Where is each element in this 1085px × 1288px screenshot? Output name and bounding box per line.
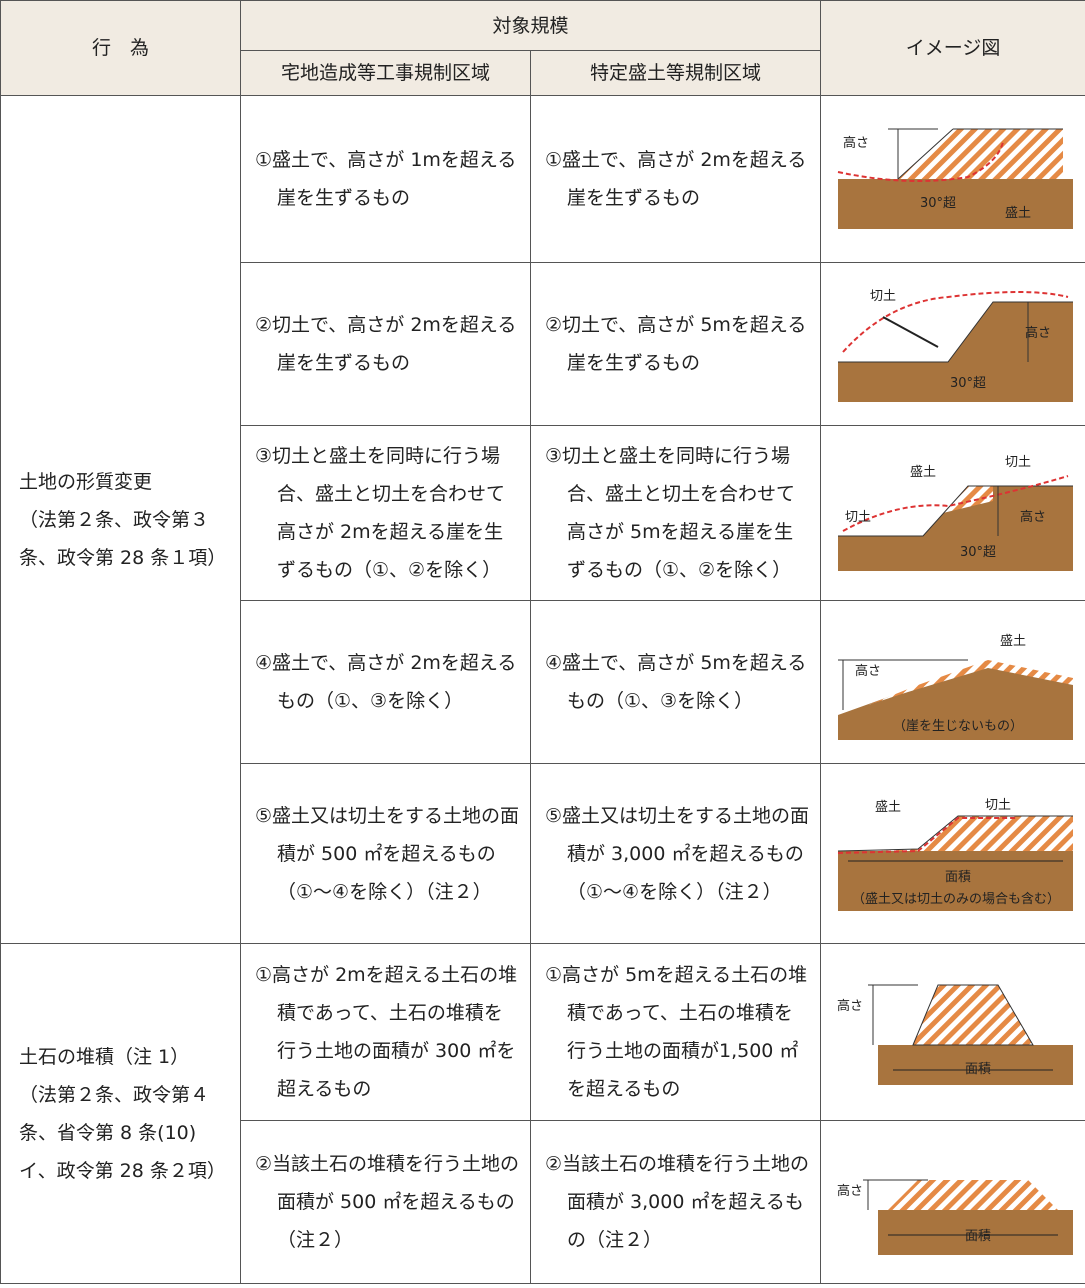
zone2-cell: ④盛土で、高さが 5mを超えるもの（①、③を除く） (529, 600, 822, 764)
group-ref: （法第２条、政令第４条、省令第 8 条(10)イ、政令第 28 条２項） (19, 1083, 226, 1182)
zone2-cell: ①高さが 5mを超える土石の堆積であって、土石の堆積を行う土地の面積が1,500… (529, 943, 822, 1121)
diagram-label: 面積 (965, 1229, 991, 1244)
diagram-label: 高さ (837, 998, 863, 1014)
zone1-cell: ④盛土で、高さが 2mを超えるもの（①、③を除く） (240, 600, 531, 764)
diagram-label: 切土 (845, 510, 871, 525)
header-scope: 対象規模 (239, 0, 822, 51)
group-ref: （法第２条、政令第３条、政令第 28 条１項） (19, 508, 227, 569)
diagram-label: 盛土 (910, 465, 936, 480)
image-cell: 盛土 切土面積 （盛土又は切土のみの場合も含む） (820, 763, 1085, 944)
diagram-label: 30°超 (920, 196, 956, 211)
diagram-label: （盛土又は切土のみの場合も含む） (852, 891, 1060, 907)
diagram-label: 高さ (843, 135, 869, 151)
header-image: イメージ図 (820, 0, 1085, 96)
image-cell: 盛土 切土 切土 高さ 30°超 (820, 425, 1085, 601)
diagram-label: 高さ (837, 1183, 863, 1199)
zone1-cell: ②当該土石の堆積を行う土地の面積が 500 ㎡を超えるもの（注２） (240, 1120, 531, 1284)
diagram-label: 30°超 (950, 376, 986, 391)
zone2-cell: ②切土で、高さが 5mを超える崖を生ずるもの (529, 262, 822, 426)
diagram-label: （崖を生じないもの） (893, 719, 1023, 734)
group-label: 土石の堆積（注 1） (19, 1045, 190, 1068)
zone1-cell: ③切土と盛土を同時に行う場合、盛土と切土を合わせて高さが 2mを超える崖を生ずる… (240, 425, 531, 601)
diagram-label: 高さ (1025, 325, 1051, 341)
diagram-label: 面積 (945, 870, 971, 885)
group-label: 土地の形質変更 (19, 470, 153, 493)
diagram-label: 切土 (1005, 455, 1031, 470)
zone1-cell: ②切土で、高さが 2mを超える崖を生ずるもの (240, 262, 531, 426)
diagram-label: 切土 (870, 289, 896, 304)
diagram-label: 盛土 (875, 800, 901, 815)
diagram-label: 面積 (965, 1062, 991, 1077)
row: ⑤盛土又は切土をする土地の面積が 500 ㎡を超えるもの（①～④を除く）（注２）… (1, 763, 1085, 944)
image-cell: 高さ面積 (820, 943, 1085, 1121)
image-cell: 高さ面積 (820, 1120, 1085, 1284)
image-cell: 切土高さ 30°超 (820, 262, 1085, 426)
header-zone2: 特定盛土等規制区域 (529, 50, 822, 96)
zone2-cell: ①盛土で、高さが 2mを超える崖を生ずるもの (529, 95, 822, 263)
row: ②当該土石の堆積を行う土地の面積が 500 ㎡を超えるもの（注２） ②当該土石の堆… (1, 1120, 1085, 1284)
row: ④盛土で、高さが 2mを超えるもの（①、③を除く） ④盛土で、高さが 5mを超える… (1, 600, 1085, 764)
zone1-cell: ⑤盛土又は切土をする土地の面積が 500 ㎡を超えるもの（①～④を除く）（注２） (240, 763, 531, 944)
zone2-cell: ②当該土石の堆積を行う土地の面積が 3,000 ㎡を超えるもの（注２） (529, 1120, 822, 1284)
diagram-label: 切土 (985, 798, 1011, 813)
image-cell: 高さ 30°超盛土 (820, 95, 1085, 263)
table-body: 土地の形質変更 （法第２条、政令第３条、政令第 28 条１項） ①盛土で、高さが 1… (0, 95, 1085, 1284)
header-action: 行 為 (0, 0, 241, 96)
diagram-label: 高さ (855, 663, 881, 679)
image-cell: 盛土高さ （崖を生じないもの） (820, 600, 1085, 764)
group-cell: 土石の堆積（注 1） （法第２条、政令第４条、省令第 8 条(10)イ、政令第 2… (0, 943, 241, 1284)
diagram-label: 盛土 (1005, 206, 1031, 221)
diagram-label: 盛土 (1000, 634, 1026, 649)
zone2-cell: ③切土と盛土を同時に行う場合、盛土と切土を合わせて高さが 5mを超える崖を生ずる… (529, 425, 822, 601)
diagram-label: 高さ (1020, 509, 1046, 525)
row: 土石の堆積（注 1） （法第２条、政令第４条、省令第 8 条(10)イ、政令第 2… (0, 943, 1085, 1284)
zone2-cell: ⑤盛土又は切土をする土地の面積が 3,000 ㎡を超えるもの（①～④を除く）（注… (529, 763, 822, 944)
diagram-label: 30°超 (960, 545, 996, 560)
row: ③切土と盛土を同時に行う場合、盛土と切土を合わせて高さが 2mを超える崖を生ずる… (1, 425, 1085, 601)
zone1-cell: ①高さが 2mを超える土石の堆積であって、土石の堆積を行う土地の面積が 300 … (240, 943, 531, 1121)
group-cell: 土地の形質変更 （法第２条、政令第３条、政令第 28 条１項） (0, 95, 241, 944)
diagram: 高さ 30°超盛土 (837, 128, 1074, 229)
zone1-cell: ①盛土で、高さが 1mを超える崖を生ずるもの (240, 95, 531, 263)
row: 土地の形質変更 （法第２条、政令第３条、政令第 28 条１項） ①盛土で、高さが 1… (0, 95, 1085, 944)
header-zone1: 宅地造成等工事規制区域 (240, 50, 531, 96)
